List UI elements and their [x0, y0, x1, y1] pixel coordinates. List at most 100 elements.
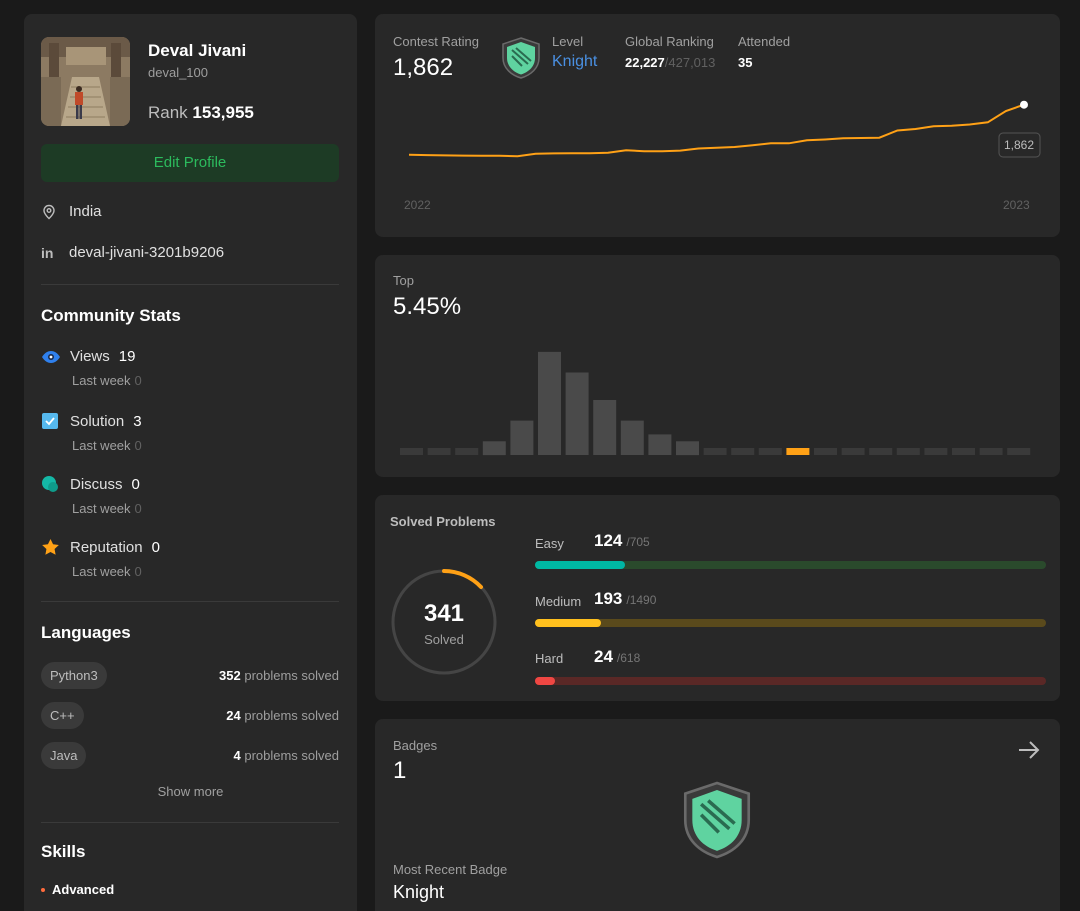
linkedin-icon: in [41, 244, 54, 261]
contest-rating-card: Contest Rating 1,862 Level Knight Global… [375, 14, 1060, 237]
stat-views: Views 19 Last week 0 [41, 348, 142, 388]
distribution-bar[interactable] [924, 448, 948, 455]
distribution-bar[interactable] [952, 448, 975, 455]
rating-line [408, 103, 1025, 158]
star-icon [41, 538, 63, 556]
divider [41, 284, 339, 285]
distribution-bar[interactable] [786, 448, 810, 455]
knight-badge-icon [500, 36, 542, 85]
profile-card: Deval Jivani deval_100 Rank 153,955 Edit… [24, 14, 357, 911]
medium-count: 193/1490 [594, 589, 657, 608]
distribution-bar[interactable] [400, 448, 423, 455]
global-ranking-value: 22,227/427,013 [625, 55, 716, 70]
distribution-bar[interactable] [620, 420, 644, 455]
distribution-bar[interactable] [841, 448, 865, 455]
level-value[interactable]: Knight [552, 53, 598, 70]
easy-progress-bar [535, 561, 1046, 569]
top-percent-card: Top 5.45% [375, 255, 1060, 477]
top-value: 5.45% [393, 293, 462, 320]
distribution-bar[interactable] [455, 448, 479, 455]
easy-label: Easy [535, 536, 564, 551]
contest-rating-value: 1,862 [393, 54, 454, 81]
attended-value: 35 [738, 55, 753, 70]
solved-total-label: Solved [424, 632, 464, 647]
distribution-bar[interactable] [593, 400, 617, 455]
language-tag[interactable]: Python3 [41, 662, 107, 689]
medium-progress-bar [535, 619, 1046, 627]
solved-ring[interactable]: 341 Solved [389, 567, 499, 677]
knight-badge-icon[interactable] [680, 779, 754, 866]
solved-total: 341 [424, 600, 464, 627]
location-row: India [41, 203, 102, 220]
check-square-icon [41, 412, 63, 430]
hard-progress-bar [535, 677, 1046, 685]
contest-rating-label: Contest Rating [393, 34, 479, 49]
profile-rank: Rank 153,955 [148, 103, 254, 122]
distribution-bar[interactable] [814, 448, 837, 455]
x-tick-label: 2023 [1003, 198, 1030, 212]
recent-badge-name: Knight [393, 882, 445, 902]
global-ranking-label: Global Ranking [625, 34, 714, 49]
edit-profile-button[interactable]: Edit Profile [41, 144, 339, 182]
location-pin-icon [41, 204, 63, 220]
easy-count: 124/705 [594, 531, 650, 550]
linkedin-row[interactable]: in deval-jivani-3201b9206 [41, 244, 224, 261]
language-row: Python3 352 problems solved [41, 662, 339, 689]
show-more-button[interactable]: Show more [157, 784, 224, 799]
location-text: India [69, 203, 102, 220]
stat-reputation: Reputation 0 Last week 0 [41, 538, 160, 579]
rating-distribution-chart[interactable] [375, 255, 1060, 477]
distribution-bar[interactable] [676, 441, 699, 456]
solved-problems-card: Solved Problems 341 Solved Easy 124/705 … [375, 495, 1060, 701]
attended-label: Attended [738, 34, 791, 49]
eye-icon [41, 350, 63, 364]
language-tag[interactable]: Java [41, 742, 87, 769]
distribution-bar[interactable] [1007, 448, 1031, 455]
distribution-bar[interactable] [703, 448, 727, 455]
distribution-bar[interactable] [896, 448, 920, 455]
distribution-bar[interactable] [565, 372, 589, 456]
profile-name: Deval Jivani [148, 41, 247, 60]
distribution-bar[interactable] [869, 448, 893, 455]
avatar[interactable] [41, 37, 130, 126]
rating-line-chart[interactable]: 1,862 2022 2023 [375, 14, 1060, 237]
stat-discuss: Discuss 0 Last week 0 [41, 475, 142, 516]
linkedin-text[interactable]: deval-jivani-3201b9206 [69, 244, 225, 261]
language-row: Java 4 problems solved [41, 742, 339, 769]
chat-bubble-icon [41, 475, 63, 493]
hard-count: 24/618 [594, 647, 641, 666]
easy-progress-fill [535, 561, 625, 569]
medium-progress-fill [535, 619, 602, 627]
badges-count: 1 [393, 757, 407, 784]
language-tag[interactable]: C++ [41, 702, 84, 729]
recent-badge-label: Most Recent Badge [393, 862, 508, 877]
badges-card: Badges 1 Most Recent Badge Knight [375, 719, 1060, 911]
distribution-bar[interactable] [427, 448, 451, 455]
badges-label: Badges [393, 738, 438, 753]
skills-title: Skills [41, 842, 86, 861]
rating-tooltip: 1,862 [1004, 138, 1034, 152]
stat-solution: Solution 3 Last week 0 [41, 412, 142, 453]
rating-current-point [1020, 100, 1028, 109]
distribution-bar[interactable] [758, 448, 782, 455]
divider [41, 601, 339, 602]
top-label: Top [393, 273, 414, 288]
level-label: Level [552, 34, 584, 49]
hard-progress-fill [535, 677, 555, 685]
community-stats-title: Community Stats [41, 306, 181, 325]
distribution-bar[interactable] [482, 441, 506, 456]
distribution-bar[interactable] [648, 434, 672, 455]
languages-title: Languages [41, 623, 131, 642]
distribution-bar[interactable] [538, 351, 561, 455]
distribution-bar[interactable] [979, 448, 1003, 455]
medium-label: Medium [535, 594, 582, 609]
solved-problems-title: Solved Problems [390, 514, 496, 529]
distribution-bar[interactable] [731, 448, 755, 455]
skill-level-advanced: Advanced [41, 882, 114, 897]
arrow-right-icon[interactable] [1017, 739, 1041, 766]
divider [41, 822, 339, 823]
hard-label: Hard [535, 651, 564, 666]
profile-handle: deval_100 [148, 65, 208, 80]
distribution-bar[interactable] [510, 420, 534, 455]
language-row: C++ 24 problems solved [41, 702, 339, 729]
